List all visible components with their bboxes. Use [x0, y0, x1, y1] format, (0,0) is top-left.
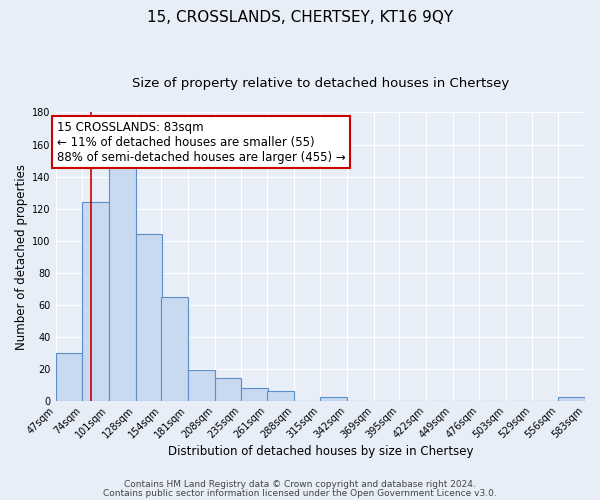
Text: Contains HM Land Registry data © Crown copyright and database right 2024.: Contains HM Land Registry data © Crown c…	[124, 480, 476, 489]
Bar	[136, 234, 162, 400]
Bar	[241, 388, 268, 400]
Bar	[559, 398, 585, 400]
Bar	[188, 370, 215, 400]
Title: Size of property relative to detached houses in Chertsey: Size of property relative to detached ho…	[131, 78, 509, 90]
Text: 15, CROSSLANDS, CHERTSEY, KT16 9QY: 15, CROSSLANDS, CHERTSEY, KT16 9QY	[147, 10, 453, 25]
Text: Contains public sector information licensed under the Open Government Licence v3: Contains public sector information licen…	[103, 489, 497, 498]
Bar	[215, 378, 241, 400]
Y-axis label: Number of detached properties: Number of detached properties	[15, 164, 28, 350]
Bar	[82, 202, 109, 400]
Bar	[267, 391, 293, 400]
Bar	[161, 296, 188, 401]
X-axis label: Distribution of detached houses by size in Chertsey: Distribution of detached houses by size …	[167, 444, 473, 458]
Bar	[109, 166, 136, 400]
Bar	[56, 352, 82, 401]
Text: 15 CROSSLANDS: 83sqm
← 11% of detached houses are smaller (55)
88% of semi-detac: 15 CROSSLANDS: 83sqm ← 11% of detached h…	[56, 120, 345, 164]
Bar	[320, 398, 347, 400]
